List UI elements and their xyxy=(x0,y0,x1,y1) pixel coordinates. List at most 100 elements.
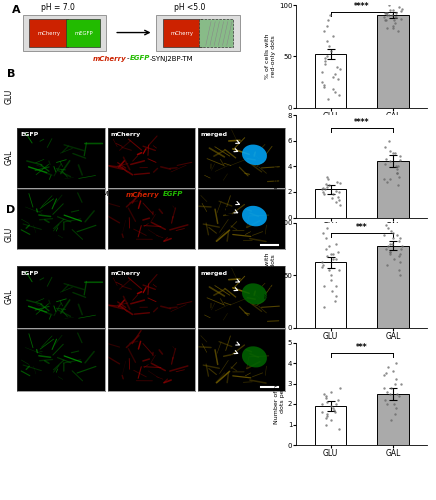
Point xyxy=(393,14,400,22)
Point xyxy=(382,154,389,162)
Point xyxy=(396,152,403,160)
Point xyxy=(328,47,335,55)
Point xyxy=(390,256,397,264)
Bar xyxy=(315,406,346,445)
Point xyxy=(392,404,399,412)
FancyBboxPatch shape xyxy=(156,16,240,50)
Text: mCherry: mCherry xyxy=(110,270,140,276)
Point xyxy=(331,408,338,416)
Point xyxy=(395,266,402,274)
Text: B: B xyxy=(7,68,16,78)
Point xyxy=(392,162,399,170)
Point xyxy=(330,256,337,264)
Point xyxy=(385,11,392,19)
Point xyxy=(320,190,327,198)
Point xyxy=(324,22,330,30)
Point xyxy=(392,150,399,158)
Point xyxy=(335,266,342,274)
Text: mCherry: mCherry xyxy=(110,132,140,137)
Point xyxy=(327,388,334,396)
Point xyxy=(335,188,342,196)
Point xyxy=(381,14,388,22)
Point xyxy=(332,240,339,248)
Point xyxy=(324,37,330,45)
Text: mCherry: mCherry xyxy=(126,192,160,198)
Point xyxy=(382,160,388,168)
Y-axis label: % of cells with
red-only dots: % of cells with red-only dots xyxy=(265,34,276,79)
Point xyxy=(335,248,342,256)
Text: mCherry: mCherry xyxy=(171,30,194,36)
Bar xyxy=(378,394,409,445)
Text: GAL: GAL xyxy=(4,149,13,164)
Point xyxy=(332,292,339,300)
Point xyxy=(334,178,341,186)
Point xyxy=(329,32,336,40)
Point xyxy=(386,6,393,14)
Point xyxy=(381,384,388,392)
Point xyxy=(395,252,402,260)
Bar xyxy=(315,54,346,108)
Point xyxy=(382,245,389,253)
Point xyxy=(322,186,329,194)
Text: GAL: GAL xyxy=(4,288,13,304)
Point xyxy=(321,54,328,62)
Point xyxy=(327,402,334,410)
Text: pH = 7.0: pH = 7.0 xyxy=(41,3,75,12)
Bar xyxy=(378,246,409,328)
Point xyxy=(392,359,399,367)
Y-axis label: % of cells with
red-only dots: % of cells with red-only dots xyxy=(265,252,276,298)
Point xyxy=(320,26,327,34)
Point xyxy=(320,302,327,310)
Point xyxy=(330,250,337,258)
Point xyxy=(386,136,393,144)
Point xyxy=(323,180,330,188)
Point xyxy=(382,9,388,17)
Point xyxy=(395,162,402,170)
Point xyxy=(386,240,393,248)
Point xyxy=(389,6,396,14)
Point xyxy=(388,240,395,248)
Point xyxy=(323,410,330,418)
FancyBboxPatch shape xyxy=(163,19,202,47)
Point xyxy=(328,287,335,295)
Point xyxy=(390,16,397,24)
FancyBboxPatch shape xyxy=(23,16,106,50)
Point xyxy=(380,175,387,183)
Point xyxy=(394,165,401,173)
Point xyxy=(333,256,340,264)
Text: mCherry: mCherry xyxy=(37,30,60,36)
Point xyxy=(321,282,328,290)
Point xyxy=(325,96,332,104)
Ellipse shape xyxy=(242,206,267,227)
Point xyxy=(326,266,333,274)
Point xyxy=(322,394,329,402)
Point xyxy=(331,70,338,78)
Point xyxy=(327,416,334,424)
Point xyxy=(388,11,395,19)
Point xyxy=(398,7,405,15)
Point xyxy=(385,224,392,232)
Point xyxy=(398,380,405,388)
Point xyxy=(323,420,330,428)
Point xyxy=(322,392,329,400)
Point xyxy=(336,91,343,99)
Point xyxy=(332,88,339,96)
Text: EGFP: EGFP xyxy=(129,56,150,62)
FancyBboxPatch shape xyxy=(66,19,100,47)
Text: ****: **** xyxy=(354,2,370,11)
Text: TOMM20-: TOMM20- xyxy=(93,192,126,198)
Point xyxy=(383,369,390,377)
Point xyxy=(385,242,392,250)
Point xyxy=(323,172,330,180)
Point xyxy=(392,14,399,22)
Point xyxy=(327,250,334,258)
Point xyxy=(320,260,327,268)
Point xyxy=(321,81,328,89)
Text: EGFP: EGFP xyxy=(20,270,38,276)
Point xyxy=(318,68,325,76)
Point xyxy=(336,64,343,72)
Point xyxy=(399,242,405,250)
Point xyxy=(336,424,343,432)
Point xyxy=(397,16,404,24)
Point xyxy=(388,384,395,392)
